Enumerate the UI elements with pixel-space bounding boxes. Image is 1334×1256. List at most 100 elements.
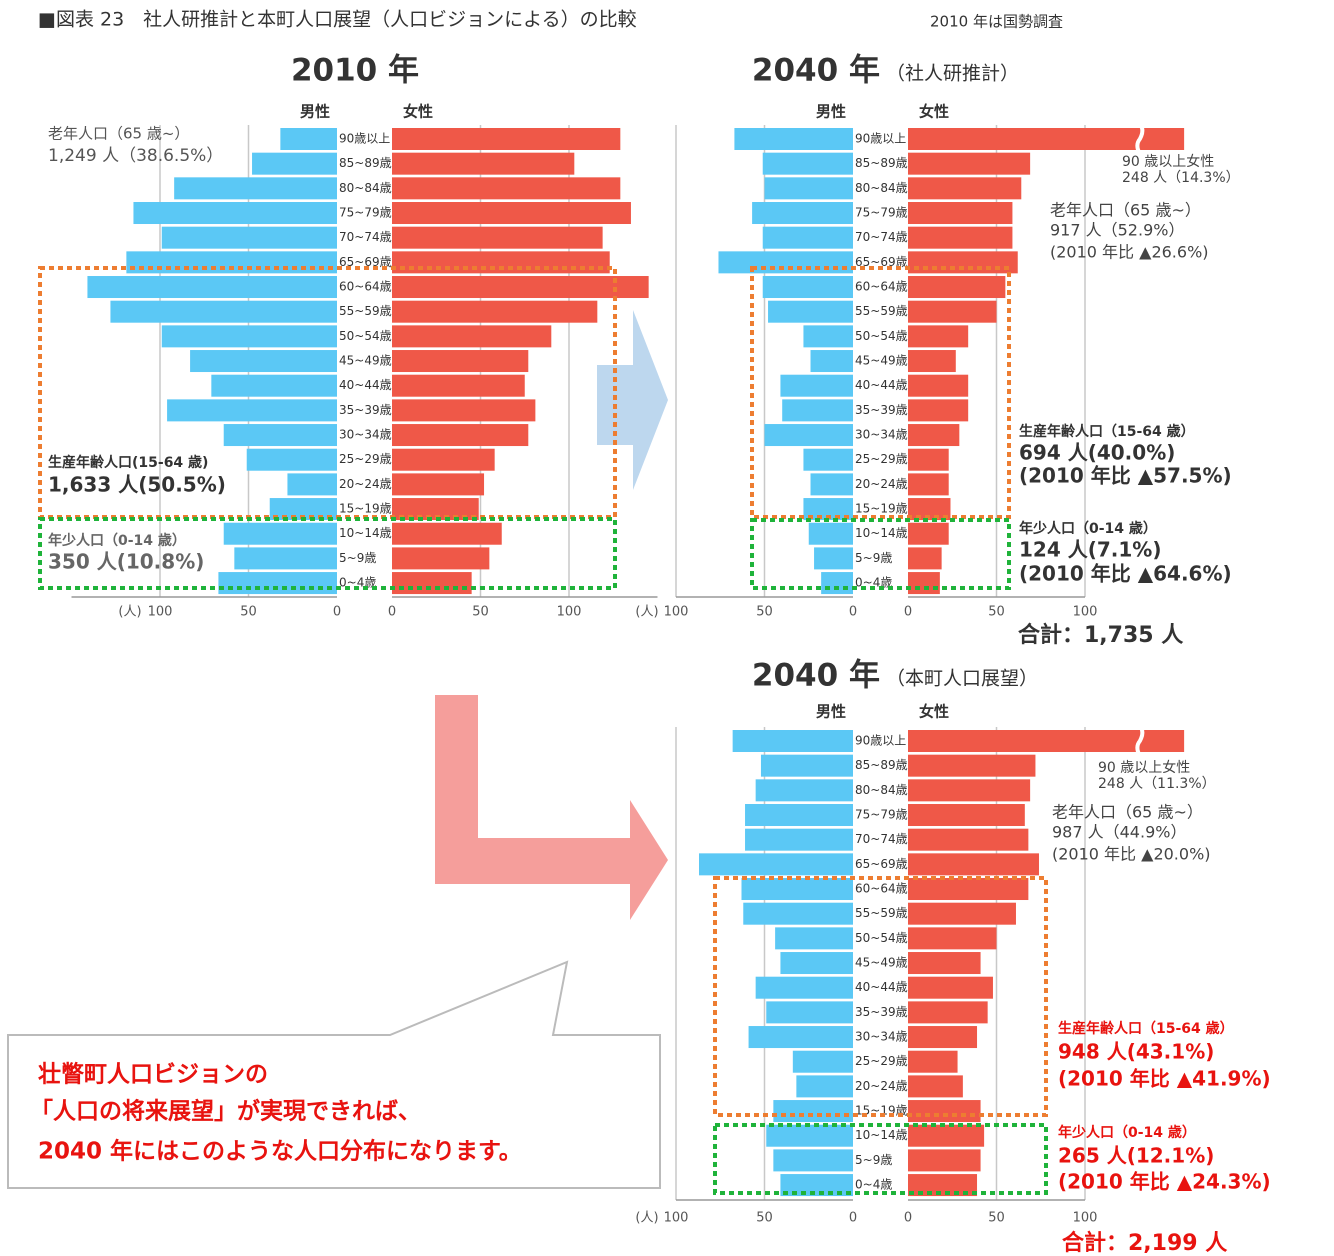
bar xyxy=(908,804,1025,827)
bar xyxy=(718,251,853,274)
bar xyxy=(908,1124,985,1147)
x-axis-label: (人) xyxy=(635,605,658,620)
annotation: (2010 年比 ▲26.6%) xyxy=(1050,243,1209,262)
bar xyxy=(908,927,997,950)
bar xyxy=(392,152,575,175)
bar xyxy=(392,374,525,397)
x-tick-label: 0 xyxy=(333,605,341,620)
bar xyxy=(743,902,853,925)
bar xyxy=(908,251,1018,274)
bar xyxy=(745,828,853,851)
bar xyxy=(287,473,337,496)
bar xyxy=(392,522,502,545)
category-label: 5~9歳 xyxy=(855,551,892,565)
bar xyxy=(392,251,610,274)
category-label: 50~54歳 xyxy=(855,329,908,343)
x-tick-label: 100 xyxy=(664,605,689,620)
annotation: 生産年齢人口（15-64 歳） xyxy=(1019,423,1195,440)
bar xyxy=(734,128,853,150)
bar xyxy=(908,350,956,373)
category-label: 75~79歳 xyxy=(339,206,392,220)
legend-label: 女性 xyxy=(403,103,433,121)
category-label: 35~39歳 xyxy=(339,403,392,417)
category-label: 70~74歳 xyxy=(855,230,908,244)
category-label: 90歳以上 xyxy=(339,132,390,146)
bar xyxy=(908,1026,978,1049)
bar xyxy=(808,522,853,545)
figure-title: ■図表 23 社人研推計と本町人口展望（人口ビジョンによる）の比較 xyxy=(38,9,637,31)
bar xyxy=(908,399,969,422)
bar xyxy=(775,927,853,950)
category-label: 60~64歳 xyxy=(855,280,908,294)
bar xyxy=(223,424,337,447)
bar xyxy=(796,1075,853,1098)
annotation: 124 人(7.1%) xyxy=(1019,538,1161,562)
annotation: 248 人（14.3%） xyxy=(1122,170,1240,186)
bar xyxy=(908,828,1029,851)
bar xyxy=(126,251,338,274)
annotation: (2010 年比 ▲41.9%) xyxy=(1058,1067,1271,1091)
category-label: 55~59歳 xyxy=(339,304,392,318)
total: 合計：1,735 人 xyxy=(1018,622,1183,648)
x-tick-label: 100 xyxy=(148,605,173,620)
bar xyxy=(392,473,485,496)
bar xyxy=(392,498,479,521)
bar xyxy=(161,226,337,249)
category-label: 45~49歳 xyxy=(339,354,392,368)
x-tick-label: 100 xyxy=(557,605,582,620)
annotation: 生産年齢人口(15-64 歳) xyxy=(48,454,208,471)
x-axis-label: (人) xyxy=(635,1211,658,1226)
range-box xyxy=(38,266,617,519)
annotation: 年少人口（0-14 歳） xyxy=(1058,1124,1196,1141)
bar xyxy=(764,177,853,200)
bar xyxy=(745,804,853,827)
bar xyxy=(780,1174,853,1197)
category-label: 50~54歳 xyxy=(855,931,908,945)
bar xyxy=(762,226,853,249)
category-label: 75~79歳 xyxy=(855,206,908,220)
legend-label: 男性 xyxy=(816,703,846,721)
bar xyxy=(211,374,337,397)
x-tick-label: 100 xyxy=(1073,1211,1098,1226)
legend-label: 女性 xyxy=(919,703,949,721)
category-label: 65~69歳 xyxy=(339,255,392,269)
bar xyxy=(392,350,529,373)
category-label: 30~34歳 xyxy=(339,428,392,442)
bar xyxy=(392,547,490,570)
x-tick-label: 0 xyxy=(849,605,857,620)
range-box xyxy=(750,518,1011,590)
annotation: 年少人口（0-14 歳） xyxy=(1019,520,1157,537)
x-tick-label: 50 xyxy=(988,605,1005,620)
category-label: 35~39歳 xyxy=(855,403,908,417)
bar xyxy=(810,473,853,496)
annotation: 90 歳以上女性 xyxy=(1098,759,1190,776)
bar xyxy=(908,448,949,471)
bar xyxy=(755,976,853,999)
category-label: 70~74歳 xyxy=(855,832,908,846)
category-label: 55~59歳 xyxy=(855,304,908,318)
bar xyxy=(803,325,853,348)
bar xyxy=(908,1001,988,1024)
bar xyxy=(908,754,1036,777)
bar xyxy=(133,202,337,225)
bar xyxy=(768,300,853,323)
category-label: 20~24歳 xyxy=(855,477,908,491)
bar xyxy=(814,547,853,570)
bar xyxy=(766,1124,853,1147)
category-label: 55~59歳 xyxy=(855,906,908,920)
category-label: 35~39歳 xyxy=(855,1005,908,1019)
bar xyxy=(699,853,853,876)
bar xyxy=(764,424,853,447)
annotation: 917 人（52.9%） xyxy=(1050,221,1184,240)
bar xyxy=(908,878,1029,901)
category-label: 0~4歳 xyxy=(855,1178,892,1192)
bar xyxy=(234,547,337,570)
category-label: 15~19歳 xyxy=(339,502,392,516)
bar xyxy=(908,730,1185,752)
bar xyxy=(908,473,949,496)
x-axis-label: (人) xyxy=(118,605,141,620)
bar xyxy=(908,779,1031,802)
category-label: 25~29歳 xyxy=(339,452,392,466)
category-label: 10~14歳 xyxy=(855,526,908,540)
bar xyxy=(246,448,337,471)
